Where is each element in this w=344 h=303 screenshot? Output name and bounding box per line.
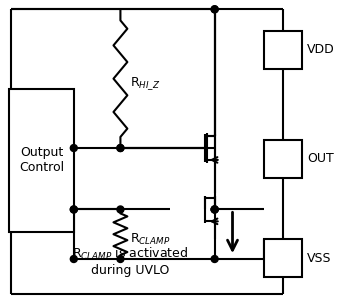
Bar <box>264 31 302 69</box>
Circle shape <box>117 255 124 262</box>
Circle shape <box>211 206 218 213</box>
Circle shape <box>211 6 218 13</box>
Text: R$_{CLAMP}$ is activated: R$_{CLAMP}$ is activated <box>72 246 189 262</box>
Bar <box>9 88 74 232</box>
Circle shape <box>117 145 124 152</box>
Text: R$_{HI\_Z}$: R$_{HI\_Z}$ <box>130 75 161 92</box>
Bar <box>264 239 302 277</box>
Text: OUT: OUT <box>307 152 334 165</box>
Circle shape <box>70 255 77 262</box>
Text: VSS: VSS <box>307 251 331 265</box>
Circle shape <box>70 145 77 152</box>
Bar <box>264 140 302 178</box>
Text: during UVLO: during UVLO <box>91 265 170 277</box>
Text: VDD: VDD <box>307 43 335 56</box>
Text: Output
Control: Output Control <box>19 146 64 175</box>
Circle shape <box>211 206 218 213</box>
Circle shape <box>211 255 218 262</box>
Circle shape <box>117 145 124 152</box>
Circle shape <box>70 206 77 213</box>
Circle shape <box>211 6 218 13</box>
Circle shape <box>211 206 218 213</box>
Circle shape <box>117 206 124 213</box>
Text: R$_{CLAMP}$: R$_{CLAMP}$ <box>130 231 171 247</box>
Circle shape <box>70 206 77 213</box>
